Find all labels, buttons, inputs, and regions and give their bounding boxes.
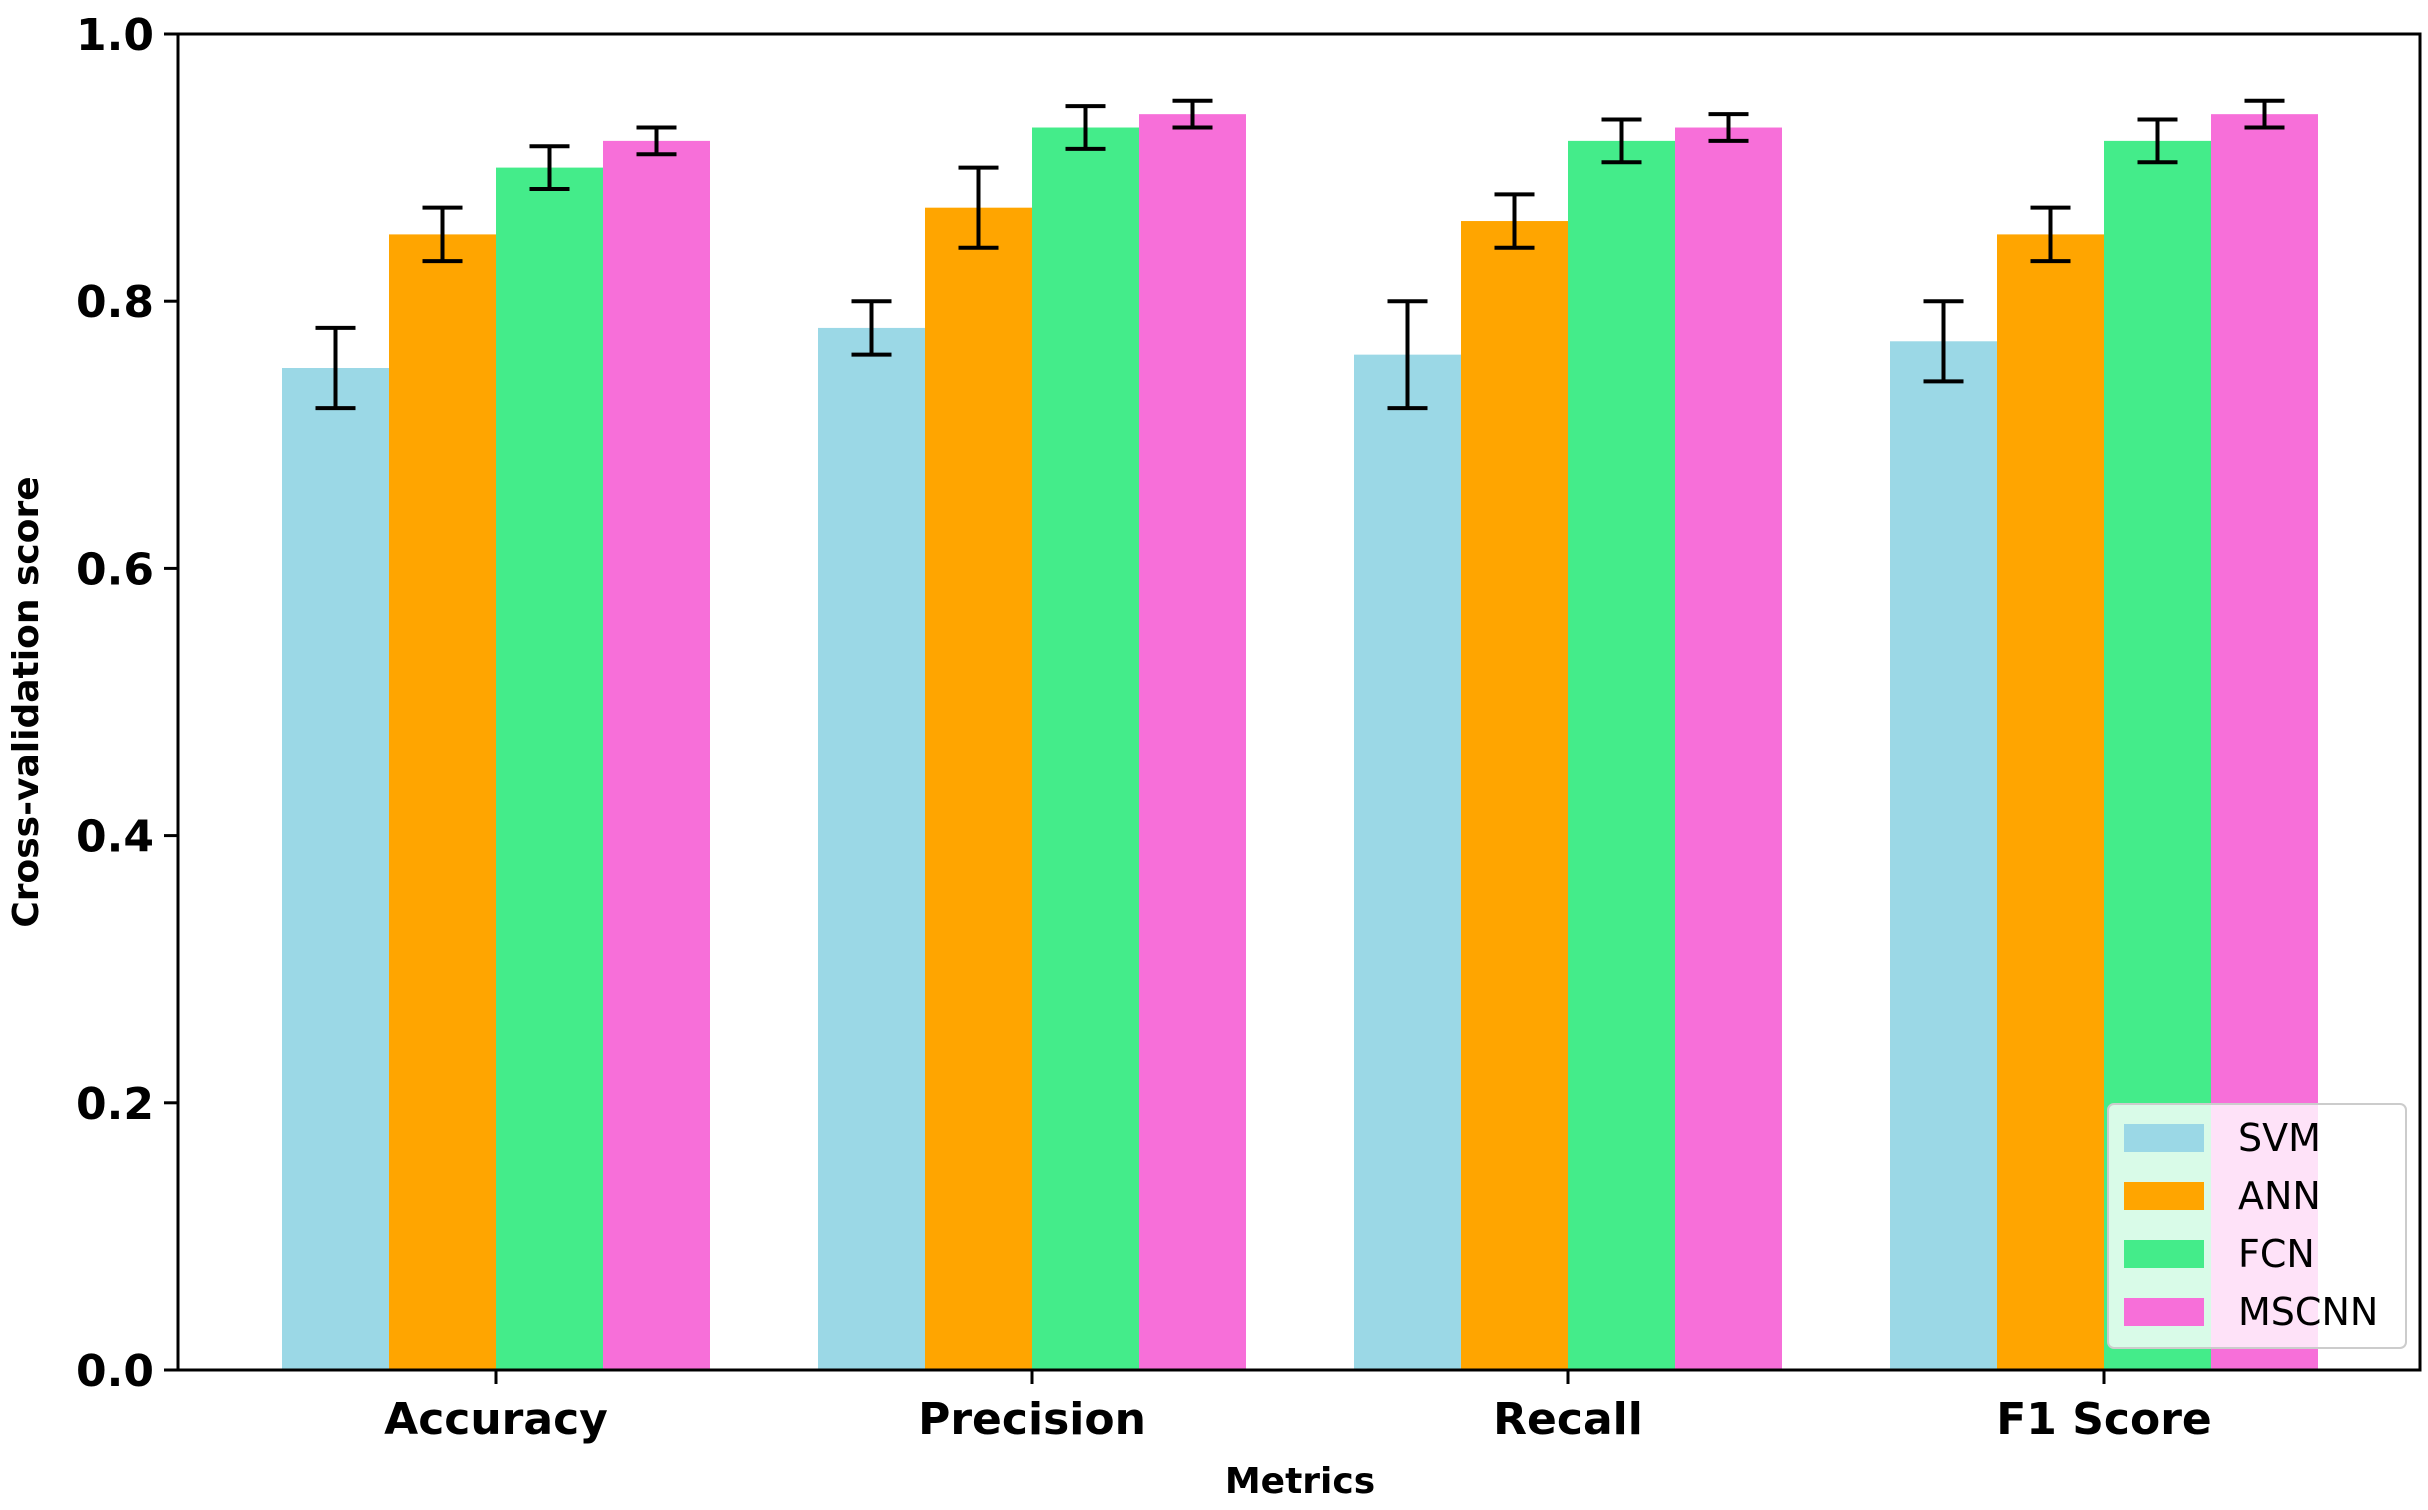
- bar-svm-recall: [1354, 354, 1461, 1370]
- x-tick-label: F1 Score: [1996, 1394, 2212, 1445]
- legend-label-mscnn: MSCNN: [2238, 1290, 2378, 1334]
- bar-mscnn-precision: [1139, 114, 1246, 1370]
- x-tick-label: Recall: [1493, 1394, 1643, 1445]
- bar-ann-precision: [925, 207, 1032, 1371]
- legend-swatch-svm: [2124, 1124, 2204, 1152]
- y-tick-label: 1.0: [76, 10, 154, 61]
- bar-mscnn-recall: [1675, 127, 1782, 1370]
- error-bars-layer: [315, 98, 2285, 411]
- bar-fcn-accuracy: [496, 167, 603, 1371]
- y-tick-label: 0.4: [76, 812, 154, 863]
- legend-label-fcn: FCN: [2238, 1232, 2315, 1276]
- bar-fcn-precision: [1032, 127, 1139, 1370]
- bar-svm-accuracy: [282, 368, 389, 1370]
- bar-ann-f1-score: [1997, 234, 2104, 1370]
- axes-layer: Accuracy Precision Recall F1 Score 0.0 0.2 0.4…: [76, 10, 2422, 1445]
- bar-ann-recall: [1461, 221, 1568, 1370]
- y-tick-label: 0.2: [76, 1079, 154, 1130]
- bar-mscnn-accuracy: [603, 140, 710, 1370]
- legend-swatch-ann: [2124, 1182, 2204, 1210]
- y-tick-label: 0.8: [76, 277, 154, 328]
- legend-swatch-fcn: [2124, 1240, 2204, 1268]
- y-axis-title: Cross-validation score: [6, 476, 47, 927]
- bar-ann-accuracy: [389, 234, 496, 1370]
- legend-swatch-mscnn: [2124, 1298, 2204, 1326]
- y-tick-label: 0.6: [76, 544, 154, 595]
- legend: SVM ANN FCN MSCNN: [2107, 1103, 2407, 1349]
- bar-svm-f1-score: [1890, 341, 1997, 1370]
- x-axis-title: Metrics: [1225, 1461, 1375, 1502]
- plot-frame: [176, 32, 2422, 1372]
- x-tick-label: Precision: [918, 1394, 1146, 1445]
- y-tick-label: 0.0: [76, 1346, 154, 1397]
- bar-svm-precision: [818, 327, 925, 1370]
- legend-label-ann: ANN: [2238, 1174, 2321, 1218]
- x-tick-label: Accuracy: [384, 1394, 608, 1445]
- legend-label-svm: SVM: [2238, 1116, 2321, 1160]
- bar-fcn-recall: [1568, 140, 1675, 1370]
- bars-layer: [282, 114, 2318, 1371]
- legend-box: [2107, 1103, 2407, 1349]
